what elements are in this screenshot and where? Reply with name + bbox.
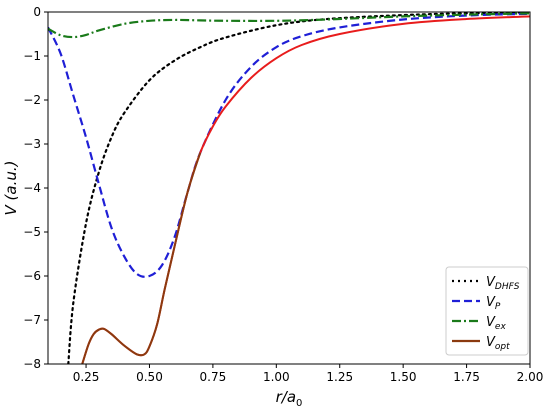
legend-label-main: V	[486, 275, 496, 290]
x-axis: 0.25 0.50 0.75 1.00 1.25 1.50 1.75 2.00	[73, 364, 544, 384]
x-tick-label: 0.25	[73, 370, 100, 384]
legend-label-sub: P	[495, 302, 501, 312]
y-tick-label: −2	[23, 93, 41, 107]
legend-label-ex: Vex	[486, 315, 506, 332]
x-tick-label: 1.00	[263, 370, 290, 384]
legend-label-main: V	[486, 315, 496, 330]
x-axis-label-main: r/a	[276, 388, 296, 406]
y-tick-label: −6	[23, 269, 41, 283]
y-tick-label: −8	[23, 357, 41, 371]
y-axis: 0 −1 −2 −3 −4 −5 −6 −7 −8	[23, 5, 48, 371]
y-tick-label: −1	[23, 49, 41, 63]
x-tick-label: 0.50	[136, 370, 163, 384]
y-tick-label: −7	[23, 313, 41, 327]
x-axis-label: r/a0	[276, 388, 303, 409]
x-tick-label: 1.50	[390, 370, 417, 384]
x-tick-label: 1.25	[326, 370, 353, 384]
series-ex-line	[48, 12, 530, 39]
x-tick-label: 2.00	[517, 370, 544, 384]
series-dhfs-line	[67, 12, 530, 364]
legend-box	[445, 266, 529, 356]
legend-label-main: V	[486, 295, 496, 310]
curves-layer	[48, 12, 530, 364]
series-p-line	[48, 12, 530, 278]
y-tick-label: −5	[23, 225, 41, 239]
legend-label-sub: ex	[495, 322, 507, 332]
legend-label-dhfs: VDHFS	[486, 275, 520, 292]
legend-label-main: V	[486, 335, 496, 350]
x-axis-label-sub: 0	[296, 398, 302, 409]
legend-label-sub: opt	[495, 342, 510, 352]
y-tick-label: 0	[33, 5, 41, 19]
y-tick-label: −4	[23, 181, 41, 195]
legend-label-sub: DHFS	[495, 282, 520, 292]
y-axis-label: V (a.u.)	[2, 161, 20, 216]
legend-label-opt: Vopt	[486, 335, 510, 352]
y-tick-label: −3	[23, 137, 41, 151]
series-opt-line-lower	[81, 152, 202, 364]
legend-label-p: VP	[486, 295, 501, 312]
x-tick-label: 0.75	[200, 370, 227, 384]
x-tick-label: 1.75	[453, 370, 480, 384]
